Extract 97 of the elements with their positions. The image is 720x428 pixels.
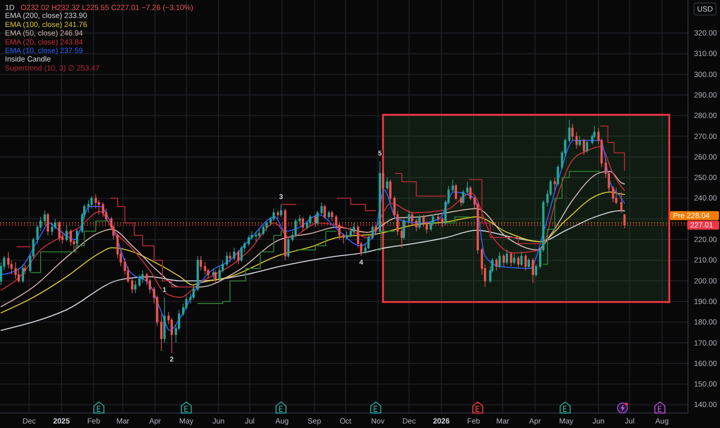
candlestick — [454, 183, 458, 201]
candlestick — [226, 252, 228, 267]
candlestick — [163, 297, 166, 344]
line-series — [0, 192, 626, 314]
candlestick — [520, 252, 523, 267]
candlestick — [102, 202, 104, 218]
candlestick — [309, 214, 312, 226]
candlestick — [138, 274, 141, 288]
candlestick — [131, 278, 134, 294]
candlestick — [495, 258, 498, 271]
candlestick — [276, 210, 280, 220]
candlestick — [408, 210, 410, 224]
candlestick — [134, 280, 136, 294]
candlestick — [298, 214, 301, 226]
candlestick — [367, 235, 370, 250]
candlestick — [262, 224, 264, 236]
candlestick — [510, 252, 512, 267]
candlestick — [196, 256, 199, 292]
candlestick — [328, 210, 330, 220]
candlestick — [87, 200, 90, 214]
candlestick — [70, 228, 72, 246]
candlestick — [620, 192, 623, 214]
candlestick — [141, 270, 144, 284]
candlestick — [578, 136, 581, 147]
candlestick — [582, 138, 586, 156]
candlestick — [316, 210, 319, 226]
candlestick — [528, 258, 530, 269]
candlestick — [265, 220, 268, 232]
candlestick — [378, 160, 382, 234]
candlestick — [571, 124, 574, 141]
candlestick — [214, 270, 217, 284]
candlestick — [556, 164, 560, 186]
candlestick — [22, 264, 24, 284]
candlestick — [506, 250, 508, 265]
candlestick — [212, 268, 215, 280]
candlestick — [460, 196, 462, 207]
candlestick — [24, 264, 26, 275]
candlestick — [330, 210, 334, 222]
candlestick — [371, 224, 374, 240]
candlestick — [50, 222, 54, 236]
candlestick — [534, 264, 538, 278]
candlestick — [46, 212, 50, 236]
candlestick — [44, 210, 46, 226]
candlestick — [76, 228, 78, 246]
candlestick — [284, 208, 286, 261]
candlestick — [320, 202, 323, 216]
candlestick — [294, 218, 297, 238]
candlestick — [374, 224, 377, 236]
candlestick — [90, 196, 93, 209]
candlestick — [314, 214, 317, 228]
candlestick — [204, 262, 206, 275]
candlestick — [400, 226, 403, 248]
candlestick — [502, 254, 505, 267]
candlestick — [280, 204, 282, 218]
candlestick — [58, 220, 60, 242]
candlestick — [287, 237, 290, 258]
candlestick — [200, 256, 202, 271]
candlestick — [389, 179, 392, 203]
candlestick — [65, 224, 68, 242]
line-series — [0, 140, 626, 331]
candlestick — [254, 230, 258, 242]
candlestick — [469, 186, 472, 201]
candlestick — [228, 252, 232, 263]
candlestick — [437, 214, 440, 224]
candlestick — [14, 262, 17, 280]
candlestick — [586, 140, 588, 154]
candlestick — [233, 247, 236, 261]
candlestick — [441, 216, 444, 228]
candlestick — [612, 186, 614, 203]
candlestick — [498, 252, 501, 269]
candlestick — [524, 254, 527, 271]
line-series — [0, 146, 626, 298]
candlestick — [237, 250, 240, 265]
candlestick — [248, 235, 250, 246]
candlestick — [402, 218, 405, 240]
candlestick — [345, 230, 348, 240]
candlestick — [418, 214, 421, 230]
candlestick — [576, 132, 578, 150]
candlestick — [342, 232, 345, 244]
candlestick — [272, 208, 275, 222]
candlestick — [324, 204, 326, 220]
candlestick — [513, 254, 516, 265]
candlestick — [623, 214, 626, 228]
candlestick — [192, 284, 195, 300]
candlestick — [302, 216, 304, 232]
candlestick — [352, 222, 356, 236]
candlestick — [452, 179, 454, 192]
candlestick — [240, 245, 243, 263]
candlestick — [615, 188, 618, 205]
candlestick — [382, 168, 384, 192]
candlestick — [350, 226, 352, 238]
candlestick — [532, 258, 534, 284]
candlestick — [517, 256, 520, 269]
candlestick — [258, 228, 260, 238]
candlestick — [386, 177, 388, 190]
line-series — [0, 210, 626, 331]
candlestick — [554, 177, 556, 190]
